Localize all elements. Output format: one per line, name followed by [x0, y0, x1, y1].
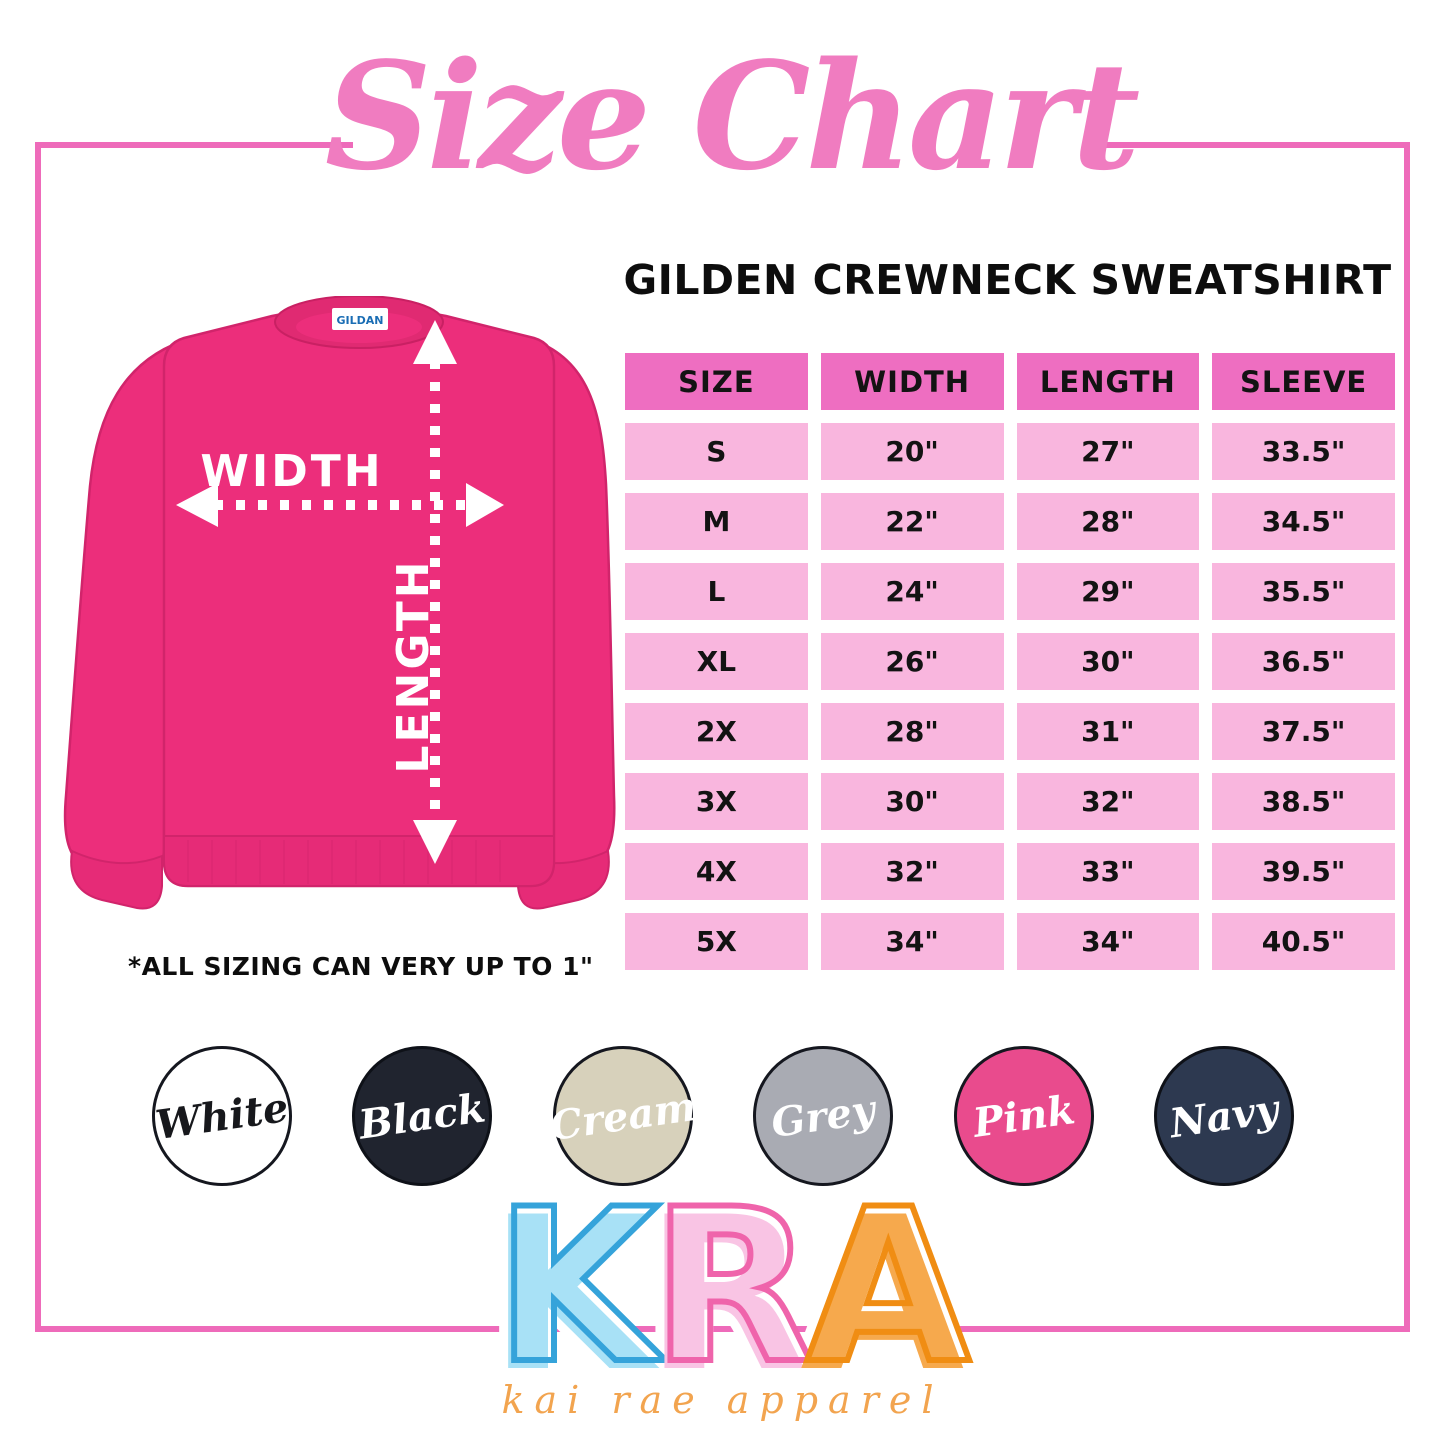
sweatshirt-illustration: GILDAN WIDTH LENGTH: [63, 295, 616, 910]
column-header-sleeve: SLEEVE: [1212, 353, 1395, 410]
size-table: SIZE WIDTH LENGTH SLEEVE S 20" 27" 33.5"…: [625, 353, 1395, 970]
table-cell: 38.5": [1212, 773, 1395, 830]
table-cell: 34.5": [1212, 493, 1395, 550]
page-title: Size Chart: [324, 29, 1140, 203]
table-cell: 27": [1016, 423, 1200, 480]
table-cell: S: [625, 423, 808, 480]
length-arrow: [413, 320, 457, 864]
table-cell: 31": [1016, 703, 1200, 760]
table-cell: XL: [625, 633, 808, 690]
table-cell: 22": [820, 493, 1004, 550]
left-cuff: [70, 849, 163, 910]
column-header-length: LENGTH: [1016, 353, 1200, 410]
length-label: LENGTH: [388, 558, 439, 773]
collar-tag-label: GILDAN: [337, 314, 384, 327]
table-cell: 39.5": [1212, 843, 1395, 900]
collar-tag: [332, 308, 388, 330]
table-cell: 32": [1016, 773, 1200, 830]
table-cell: 40.5": [1212, 913, 1395, 970]
table-cell: 4X: [625, 843, 808, 900]
frame-border-top-right: [1094, 142, 1410, 148]
table-cell: 35.5": [1212, 563, 1395, 620]
table-cell: 24": [820, 563, 1004, 620]
table-cell: 36.5": [1212, 633, 1395, 690]
swatch-navy: Navy: [1144, 1036, 1304, 1196]
frame-border-left: [35, 142, 41, 1332]
table-cell: 37.5": [1212, 703, 1395, 760]
frame-border-right: [1404, 142, 1410, 1332]
table-cell: L: [625, 563, 808, 620]
table-cell: 28": [1016, 493, 1200, 550]
table-cell: 34": [1016, 913, 1200, 970]
brand-logo: KRA: [0, 1184, 1445, 1401]
table-cell: 33.5": [1212, 423, 1395, 480]
table-cell: 3X: [625, 773, 808, 830]
product-subtitle: GILDEN CREWNECK SWEATSHIRT: [623, 256, 1392, 304]
table-cell: 5X: [625, 913, 808, 970]
hem-band: [163, 835, 555, 887]
sweatshirt-diagram: GILDAN WIDTH LENGTH: [42, 295, 617, 936]
column-header-size: SIZE: [625, 353, 808, 410]
logo-letter-a: A: [800, 1184, 964, 1401]
sizing-note: *ALL SIZING CAN VERY UP TO 1": [128, 952, 594, 981]
width-arrow: [176, 483, 504, 527]
logo-letter-k: K: [489, 1184, 653, 1401]
brand-tagline: kai rae apparel: [501, 1378, 944, 1422]
table-cell: 33": [1016, 843, 1200, 900]
logo-letter-r: R: [645, 1184, 808, 1401]
table-cell: 29": [1016, 563, 1200, 620]
sweatshirt-body: [162, 305, 556, 888]
swatch-pink: Pink: [944, 1036, 1103, 1196]
frame-border-top-left: [35, 142, 353, 148]
table-cell: 20": [820, 423, 1004, 480]
table-cell: 2X: [625, 703, 808, 760]
column-header-width: WIDTH: [820, 353, 1004, 410]
table-cell: 34": [820, 913, 1004, 970]
table-cell: M: [625, 493, 808, 550]
table-cell: 30": [820, 773, 1004, 830]
width-label: WIDTH: [200, 446, 383, 497]
table-cell: 26": [820, 633, 1004, 690]
hem-ribbing: [187, 840, 501, 884]
table-cell: 32": [820, 843, 1004, 900]
swatch-black: Black: [343, 1036, 502, 1196]
table-cell: 30": [1016, 633, 1200, 690]
swatch-white: White: [142, 1036, 302, 1196]
table-cell: 28": [820, 703, 1004, 760]
